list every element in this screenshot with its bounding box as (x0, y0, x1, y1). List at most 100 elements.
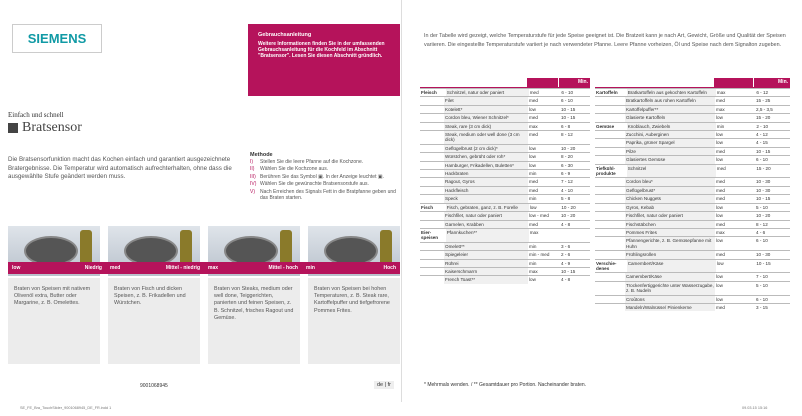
box: Braten von Fisch und dicken Speisen, z. … (108, 278, 200, 364)
category-cell (420, 260, 444, 267)
category-cell (420, 195, 444, 202)
category-cell (595, 195, 625, 202)
category: Eier-speisen (421, 229, 439, 241)
time: 6 - 10 (561, 98, 573, 104)
time: 6 - 30 (561, 162, 573, 168)
food: Filet (444, 97, 528, 105)
time: 6 - 10 (756, 157, 768, 163)
food: Glasierte Kartoffeln (625, 114, 715, 122)
level: max (529, 229, 539, 235)
time: 6 - 8 (561, 123, 571, 129)
food: Cordon bleu, Wiener Schnitzel* (444, 114, 528, 122)
table-row: Tiefkühl-produkte Schnitzel med 15 - 20 (595, 163, 790, 178)
time: 2 - 6 (561, 252, 571, 258)
level: min (529, 196, 537, 202)
table-row: Eier-speisen Pfannkuchen** max (420, 227, 590, 242)
header-space (595, 78, 714, 87)
photo (208, 226, 300, 276)
level: low (716, 282, 723, 288)
food: Geflügelbrust* (625, 186, 715, 195)
table-row: Kartoffeln Bratkartoffeln aus gekochten K… (595, 88, 790, 97)
category-cell (420, 251, 444, 258)
header-icon (713, 78, 754, 87)
time: 5 - 8 (561, 196, 571, 202)
title: Bratsensor (22, 120, 82, 135)
level: min (529, 243, 537, 249)
table-header: Min. (420, 78, 590, 88)
logo: SIEMENS (27, 31, 87, 46)
category-cell (420, 145, 444, 152)
step: IV) Wählen Sie die gewünschte Bratsensors… (250, 181, 400, 187)
food: Würstchen, gebrüht oder roh* (444, 153, 528, 161)
food: Fischstäbchen (625, 220, 715, 228)
level: med (529, 132, 538, 138)
level: max (716, 106, 725, 112)
table-row: Camembert/Käse low 7 - 10 (595, 272, 790, 281)
kicker: Einfach und schnell (8, 111, 64, 119)
food: Garnelen, Krabben (444, 220, 528, 228)
notice: Gebrauchsanleitung Weitere Informationen… (248, 24, 400, 96)
food: Hackfleisch (444, 186, 528, 195)
level: max (529, 123, 538, 129)
level: med (716, 221, 725, 227)
food: Kaiserschmarrn (444, 267, 528, 276)
level: med (716, 252, 725, 258)
category-cell (420, 187, 444, 194)
time: 7 - 10 (756, 274, 768, 280)
level: min Hoch (302, 262, 400, 274)
level-code: min (306, 265, 315, 271)
table-row: Fleisch Schnitzel, natur oder paniert med 6… (420, 88, 590, 97)
food: Rührei (444, 259, 528, 267)
table-row: Fischstäbchen med 8 - 12 (595, 219, 790, 228)
step-marker: V) (250, 188, 255, 195)
table-row: Verschie-denes Camembert/Käse low 10 - 15 (595, 258, 790, 273)
level-name: Niedrig (84, 265, 102, 271)
level: low (529, 204, 537, 210)
icon (8, 123, 18, 133)
table-row: Frühlingsrollen med 10 - 30 (595, 250, 790, 259)
food: Trockenfertiggerichte unter Wasserzugabe… (625, 281, 715, 295)
time: 4 - 8 (561, 277, 571, 283)
time: 4 - 10 (561, 187, 573, 193)
level: med (716, 148, 725, 154)
table-row: Ragout, Gyros med 7 - 12 (420, 177, 590, 186)
level: low (529, 162, 536, 168)
table: Min. Kartoffeln Bratkartoffeln aus gekocht… (595, 78, 791, 312)
method-title: Methode (250, 152, 273, 158)
time: 4 - 6 (756, 229, 766, 235)
category-cell (595, 139, 625, 146)
level: med (529, 115, 538, 121)
level: low (716, 238, 723, 244)
slug: SE_FE_Bra_TouchSlider_9001068945_DE_FR.i… (20, 406, 112, 410)
table-row: Filet med 6 - 10 (420, 96, 590, 105)
level: max Mittel - hoch (204, 262, 302, 274)
category-cell (595, 304, 625, 311)
food: Knoblauch, Zwiebeln (626, 122, 716, 131)
logo-box: SIEMENS (12, 24, 102, 53)
stamp: 09.03.15 15:16 (742, 406, 768, 410)
level: med (529, 221, 538, 227)
method: Methode I) Stellen Sie die leere Pfanne a… (250, 152, 400, 201)
level: max (716, 90, 726, 95)
step-marker: III) (250, 173, 256, 180)
category-cell (420, 221, 444, 228)
category-cell (420, 106, 444, 113)
category-cell (595, 221, 625, 228)
table-row: Geflügelbrust (2 cm dick)* low 10 - 20 (420, 143, 590, 153)
level-code: med (110, 265, 121, 271)
food: Spiegeleier (444, 251, 528, 259)
boxes: Braten von Speisen mit nativem Olivenöl … (8, 278, 400, 364)
level: med (529, 98, 538, 104)
step: I) Stellen Sie die leere Pfanne auf die K… (250, 159, 400, 165)
level: max (529, 268, 538, 274)
category-cell (420, 123, 444, 130)
food: Kotelett* (444, 105, 528, 114)
category: Gemüse (596, 123, 615, 129)
time: 10 - 20 (756, 213, 771, 219)
level: low (716, 213, 723, 219)
table-row: Cordon bleu* med 10 - 30 (595, 177, 790, 186)
time: 5 - 10 (756, 204, 768, 210)
step-marker: II) (250, 166, 255, 173)
table-row: Fischfilet, natur oder paniert low - med 1… (420, 211, 590, 220)
category-cell (420, 114, 444, 121)
